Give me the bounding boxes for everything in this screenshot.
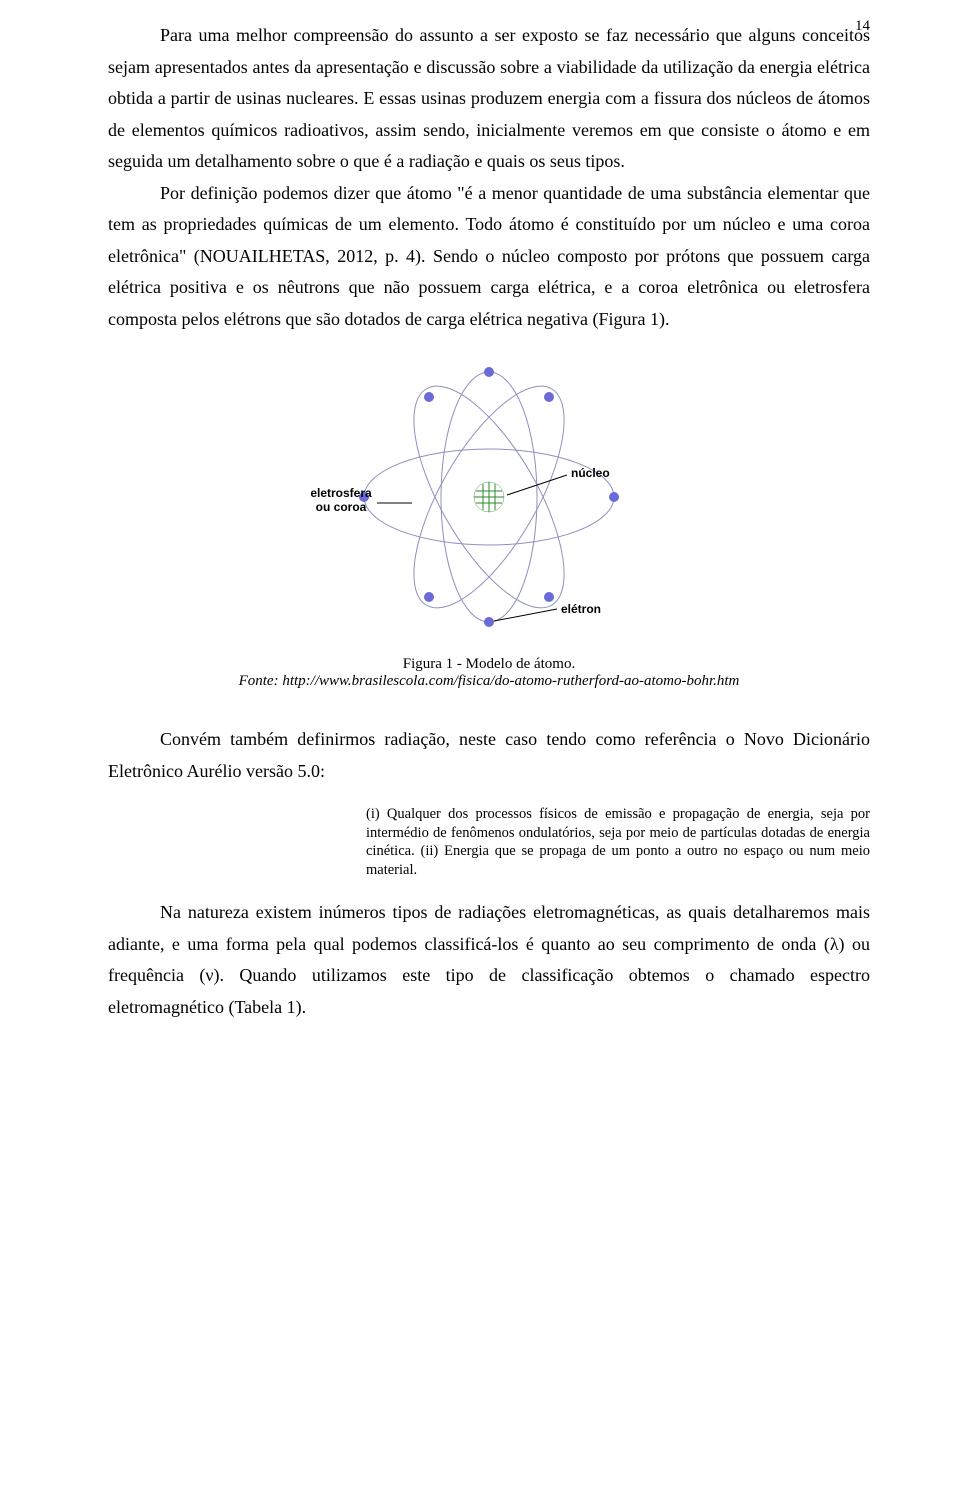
figure-atom-model: eletrosfera ou coroa núcleo elétron <box>108 347 870 652</box>
paragraph-4: Na natureza existem inúmeros tipos de ra… <box>108 897 870 1023</box>
quote-definition: (i) Qualquer dos processos físicos de em… <box>366 805 870 879</box>
figure-source: Fonte: http://www.brasilescola.com/fisic… <box>108 673 870 690</box>
label-eletron: elétron <box>561 602 601 616</box>
atom-diagram-svg: eletrosfera ou coroa núcleo elétron <box>299 347 679 647</box>
label-eletrosfera-2: ou coroa <box>316 500 367 514</box>
paragraph-2: Por definição podemos dizer que átomo "é… <box>108 178 870 336</box>
figure-caption: Figura 1 - Modelo de átomo. <box>108 656 870 673</box>
paragraph-1: Para uma melhor compreensão do assunto a… <box>108 20 870 178</box>
paragraph-3: Convém também definirmos radiação, neste… <box>108 724 870 787</box>
label-eletrosfera-1: eletrosfera <box>310 486 372 500</box>
page-number: 14 <box>855 18 870 35</box>
label-nucleo: núcleo <box>571 466 610 480</box>
